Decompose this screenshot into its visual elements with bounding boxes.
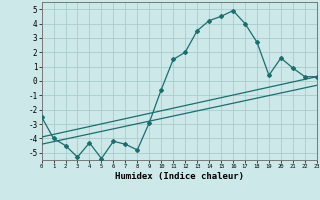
X-axis label: Humidex (Indice chaleur): Humidex (Indice chaleur) [115,172,244,181]
